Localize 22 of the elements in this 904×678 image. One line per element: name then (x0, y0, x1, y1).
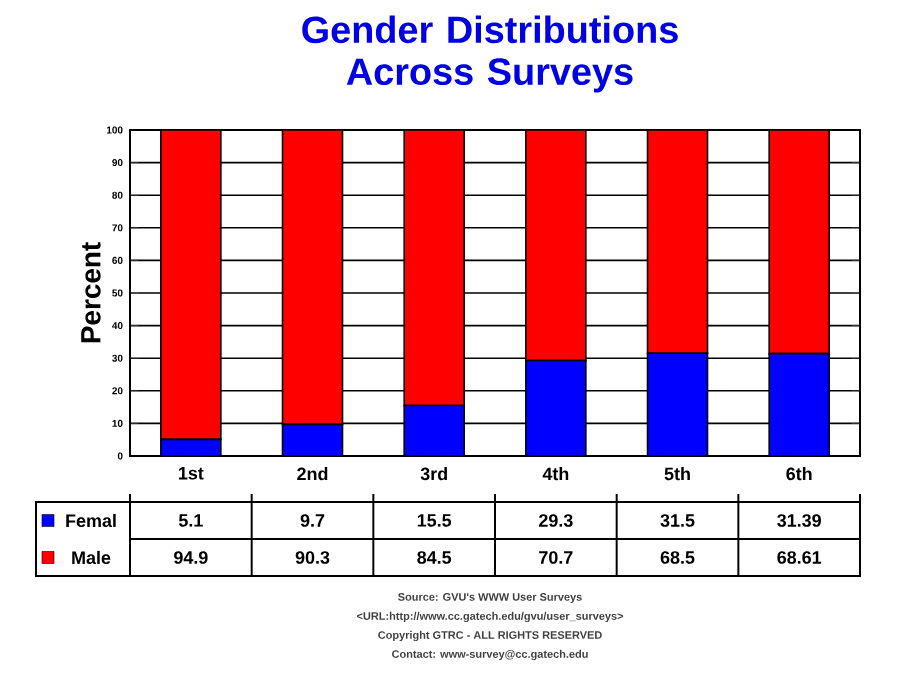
data-label: 29.3 (539, 514, 573, 527)
data-label: 84.5 (417, 551, 452, 564)
data-label: 70.7 (539, 551, 573, 564)
data-label: 15.5 (417, 514, 452, 527)
x-tick-label: 6th (786, 467, 812, 481)
data-label: 68.61 (777, 551, 822, 564)
data-label: 5.1 (178, 514, 203, 527)
data-label: 31.39 (777, 514, 821, 527)
y-axis-title: Percent (81, 242, 101, 343)
x-tick-label: 1st (179, 467, 204, 480)
x-tick-label: 2nd (297, 467, 328, 481)
data-label: 68.5 (660, 551, 695, 564)
data-label: 9.7 (300, 514, 325, 527)
data-label: 90.3 (295, 551, 330, 564)
chart-title: Gender Distributions Across Surveys (302, 15, 678, 93)
x-tick-label: 5th (664, 467, 690, 481)
legend-label: Femal (66, 513, 116, 528)
data-label: 31.5 (660, 514, 695, 527)
x-tick-label: 4th (542, 467, 569, 481)
data-label: 94.9 (174, 551, 208, 564)
x-tick-label: 3rd (420, 467, 447, 481)
legend-label: Male (72, 550, 111, 565)
